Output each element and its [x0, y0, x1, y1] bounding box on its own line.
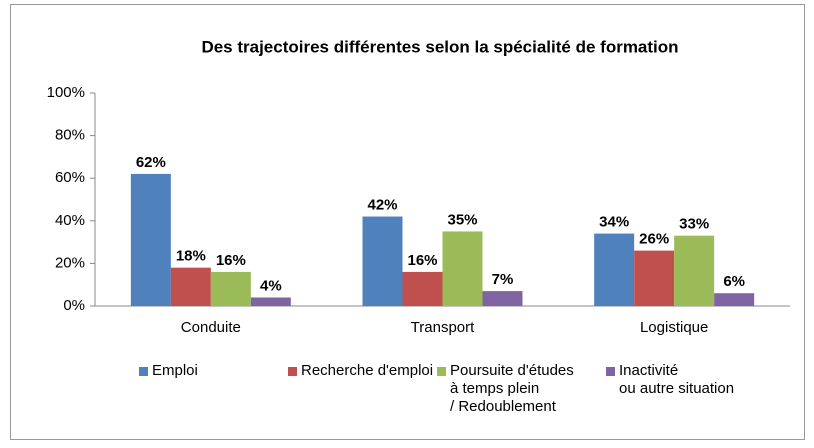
bar: [362, 216, 403, 306]
bar: [250, 297, 291, 306]
legend-swatch: [139, 367, 148, 376]
legend-label: Recherche d'emploi: [301, 362, 434, 379]
data-label: 18%: [176, 248, 206, 265]
legend-swatch: [288, 367, 297, 376]
legend-swatch: [606, 367, 615, 376]
legend-swatch: [437, 367, 446, 376]
bar: [210, 271, 251, 306]
data-label: 4%: [260, 277, 282, 294]
y-tick-label: 100%: [47, 84, 85, 101]
data-label: 6%: [723, 273, 745, 290]
bar: [442, 231, 483, 306]
bar: [674, 235, 715, 306]
y-tick-label: 80%: [55, 127, 85, 144]
chart-title: Des trajectoires différentes selon la sp…: [201, 37, 678, 56]
data-label: 26%: [639, 231, 669, 248]
data-label: 62%: [136, 154, 166, 171]
y-tick-label: 40%: [55, 212, 85, 229]
x-tick-label: Logistique: [640, 319, 708, 336]
y-tick-label: 0%: [63, 297, 85, 314]
bar: [130, 173, 171, 306]
data-label: 35%: [447, 211, 477, 228]
legend-label: Inactivité ou autre situation: [619, 362, 735, 397]
bar: [482, 291, 523, 306]
bar: [402, 271, 443, 306]
y-tick-label: 60%: [55, 169, 85, 186]
bar: [714, 293, 755, 306]
data-label: 33%: [679, 216, 709, 233]
legend-label: Emploi: [152, 362, 198, 379]
bar: [634, 250, 675, 306]
x-tick-label: Conduite: [181, 319, 241, 336]
data-label: 16%: [407, 252, 437, 269]
bar: [594, 233, 635, 306]
data-label: 42%: [367, 197, 397, 214]
bar: [170, 267, 211, 306]
data-label: 7%: [492, 271, 514, 288]
data-label: 34%: [599, 214, 629, 231]
x-tick-label: Transport: [411, 319, 475, 336]
legend-label: Poursuite d'études à temps plein / Redou…: [450, 362, 574, 415]
y-tick-label: 20%: [55, 254, 85, 271]
data-label: 16%: [216, 252, 246, 269]
